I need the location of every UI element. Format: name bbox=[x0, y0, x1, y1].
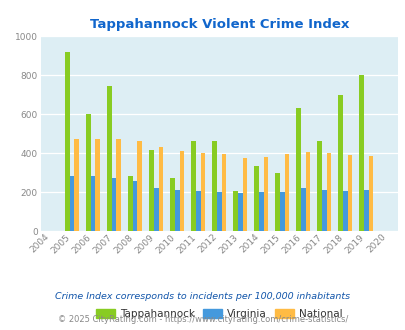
Bar bbox=[86, 114, 91, 231]
Bar bbox=[326, 153, 330, 231]
Bar bbox=[284, 154, 288, 231]
Bar bbox=[212, 142, 216, 231]
Bar bbox=[275, 173, 279, 231]
Bar bbox=[296, 108, 300, 231]
Bar bbox=[74, 140, 79, 231]
Bar bbox=[242, 158, 247, 231]
Bar bbox=[95, 139, 100, 231]
Bar bbox=[91, 176, 95, 231]
Bar bbox=[137, 142, 142, 231]
Bar bbox=[116, 140, 121, 231]
Bar bbox=[368, 156, 372, 231]
Bar bbox=[279, 192, 284, 231]
Bar bbox=[132, 182, 137, 231]
Bar bbox=[175, 190, 179, 231]
Bar bbox=[70, 176, 74, 231]
Title: Tappahannock Violent Crime Index: Tappahannock Violent Crime Index bbox=[90, 18, 348, 31]
Bar bbox=[153, 188, 158, 231]
Bar bbox=[338, 95, 342, 231]
Bar bbox=[233, 191, 237, 231]
Text: © 2025 CityRating.com - https://www.cityrating.com/crime-statistics/: © 2025 CityRating.com - https://www.city… bbox=[58, 315, 347, 324]
Bar bbox=[170, 179, 175, 231]
Bar bbox=[254, 166, 258, 231]
Bar bbox=[237, 193, 242, 231]
Bar bbox=[321, 190, 326, 231]
Bar bbox=[179, 151, 184, 231]
Bar bbox=[300, 188, 305, 231]
Bar bbox=[263, 157, 268, 231]
Bar bbox=[191, 142, 196, 231]
Bar bbox=[111, 179, 116, 231]
Bar bbox=[221, 154, 226, 231]
Bar bbox=[363, 190, 368, 231]
Bar bbox=[342, 191, 347, 231]
Bar bbox=[65, 52, 70, 231]
Bar bbox=[107, 86, 111, 231]
Bar bbox=[200, 153, 205, 231]
Bar bbox=[258, 192, 263, 231]
Bar bbox=[347, 155, 352, 231]
Bar bbox=[149, 150, 153, 231]
Bar bbox=[216, 192, 221, 231]
Bar bbox=[317, 142, 321, 231]
Text: Crime Index corresponds to incidents per 100,000 inhabitants: Crime Index corresponds to incidents per… bbox=[55, 292, 350, 301]
Bar bbox=[305, 152, 309, 231]
Bar bbox=[358, 75, 363, 231]
Legend: Tappahannock, Virginia, National: Tappahannock, Virginia, National bbox=[92, 304, 346, 323]
Bar bbox=[196, 191, 200, 231]
Bar bbox=[128, 177, 132, 231]
Bar bbox=[158, 147, 163, 231]
